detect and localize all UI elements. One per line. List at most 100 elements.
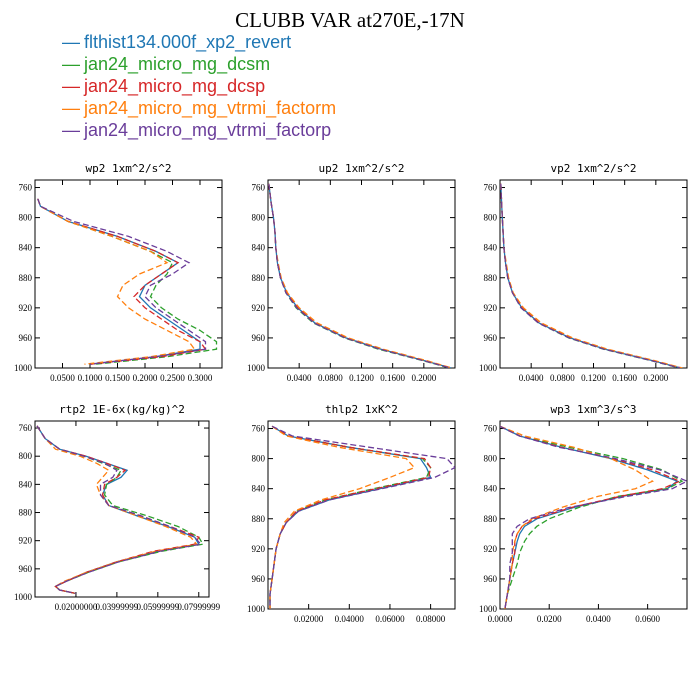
y-tick-label: 760	[484, 424, 498, 434]
plot-frame	[267, 179, 456, 369]
panel-title: wp3 1xm^3/s^3	[550, 403, 636, 416]
y-tick-label: 760	[252, 424, 266, 434]
y-tick-label: 840	[252, 484, 266, 494]
y-tick-label: 1000	[14, 592, 33, 602]
y-tick-label: 840	[484, 243, 498, 253]
x-tick-label: 0.2500	[160, 373, 185, 383]
series-line-1	[36, 425, 200, 595]
series-line-2	[268, 183, 450, 368]
series-line-5	[269, 425, 455, 609]
series-line-1	[500, 183, 681, 368]
panel-title: rtp2 1E-6x(kg/kg)^2	[59, 403, 185, 416]
series-line-4	[37, 198, 196, 365]
plot-frame	[499, 420, 688, 610]
legend-swatch: —	[62, 120, 80, 140]
y-tick-label: 760	[252, 183, 266, 193]
legend-item: — jan24_micro_mg_vtrmi_factorm	[62, 97, 336, 119]
y-tick-label: 920	[484, 544, 498, 554]
x-tick-label: 0.04000	[335, 614, 365, 624]
y-tick-label: 880	[252, 273, 266, 283]
x-tick-label: 0.1200	[349, 373, 374, 383]
x-tick-label: 0.3000	[188, 373, 213, 383]
x-tick-label: 0.1500	[105, 373, 130, 383]
legend-swatch: —	[62, 98, 80, 118]
y-tick-label: 960	[484, 333, 498, 343]
x-tick-label: 0.0500	[50, 373, 75, 383]
y-tick-label: 840	[252, 243, 266, 253]
y-tick-label: 880	[484, 273, 498, 283]
page-title: CLUBB VAR at270E,-17N	[235, 8, 465, 32]
y-tick-label: 960	[19, 333, 33, 343]
y-tick-label: 840	[484, 484, 498, 494]
y-tick-label: 800	[19, 213, 33, 223]
y-tick-label: 920	[484, 303, 498, 313]
y-tick-label: 960	[252, 574, 266, 584]
legend-swatch: —	[62, 32, 80, 52]
legend-label: jan24_micro_mg_dcsp	[84, 76, 266, 96]
panel-title: thlp2 1xK^2	[325, 403, 398, 416]
series-line-4	[500, 425, 654, 609]
x-tick-label: 0.07999999	[177, 602, 220, 612]
y-tick-label: 1000	[247, 363, 266, 373]
plot-frame	[499, 179, 688, 369]
series-line-2	[500, 183, 680, 368]
series-line-5	[500, 183, 681, 368]
x-tick-label: 0.1200	[581, 373, 606, 383]
series-line-3	[269, 425, 432, 609]
y-tick-label: 840	[19, 243, 33, 253]
x-tick-label: 0.1000	[78, 373, 103, 383]
x-tick-label: 0.0800	[550, 373, 575, 383]
series-line-5	[268, 183, 451, 368]
y-tick-label: 840	[19, 479, 33, 489]
y-tick-label: 880	[19, 508, 33, 518]
y-tick-label: 920	[19, 536, 33, 546]
x-tick-label: 0.0000	[488, 614, 513, 624]
panel-2: up2 1xm^2/s^2 760 800 840 880 920 960 1000 0.040…	[247, 162, 456, 383]
x-tick-label: 0.0200	[537, 614, 562, 624]
x-tick-label: 0.0800	[318, 373, 343, 383]
x-tick-label: 0.0600	[635, 614, 660, 624]
panel-4: rtp2 1E-6x(kg/kg)^2 760 800 840 880 920 960 100…	[14, 403, 221, 612]
x-tick-label: 0.1600	[380, 373, 405, 383]
legend-label: jan24_micro_mg_vtrmi_factorp	[84, 120, 332, 140]
plot-frame	[34, 420, 210, 598]
y-tick-label: 880	[252, 514, 266, 524]
x-tick-label: 0.2000	[411, 373, 436, 383]
x-tick-label: 0.1600	[612, 373, 637, 383]
y-tick-label: 1000	[479, 363, 498, 373]
y-tick-label: 920	[252, 544, 266, 554]
x-tick-label: 0.03999999	[96, 602, 139, 612]
series-line-3	[36, 425, 200, 595]
series-line-4	[268, 183, 453, 368]
legend-item: — flthist134.000f_xp2_revert	[62, 31, 336, 53]
series-line-1	[269, 425, 432, 609]
legend-label: jan24_micro_mg_vtrmi_factorm	[84, 98, 337, 118]
panel-1: wp2 1xm^2/s^2 760 800 840 880 920 960 1000 0.050…	[14, 162, 223, 383]
series-line-3	[37, 198, 207, 365]
x-tick-label: 0.2000	[133, 373, 158, 383]
series-line-5	[500, 425, 687, 609]
y-tick-label: 1000	[479, 604, 498, 614]
y-tick-label: 800	[252, 213, 266, 223]
x-tick-label: 0.0400	[586, 614, 611, 624]
legend-label: jan24_micro_mg_dcsm	[84, 54, 271, 74]
series-line-5	[37, 198, 207, 365]
y-tick-label: 760	[19, 423, 33, 433]
x-tick-label: 0.05999999	[136, 602, 179, 612]
y-tick-label: 800	[19, 451, 33, 461]
y-tick-label: 920	[19, 303, 33, 313]
y-tick-label: 960	[484, 574, 498, 584]
panel-6: wp3 1xm^3/s^3 760 800 840 880 920 960 10000.000…	[479, 403, 688, 624]
y-tick-label: 800	[484, 454, 498, 464]
plot-frame	[267, 420, 456, 610]
series-line-2	[269, 425, 432, 609]
panel-title: up2 1xm^2/s^2	[318, 162, 404, 175]
series-line-4	[36, 425, 198, 595]
x-tick-label: 0.0400	[287, 373, 312, 383]
x-tick-label: 0.02000000	[55, 602, 98, 612]
y-tick-label: 800	[484, 213, 498, 223]
x-tick-label: 0.0400	[519, 373, 544, 383]
panel-3: vp2 1xm^2/s^2 760 800 840 880 920 960 1000 0.040…	[479, 162, 688, 383]
y-tick-label: 960	[19, 564, 33, 574]
